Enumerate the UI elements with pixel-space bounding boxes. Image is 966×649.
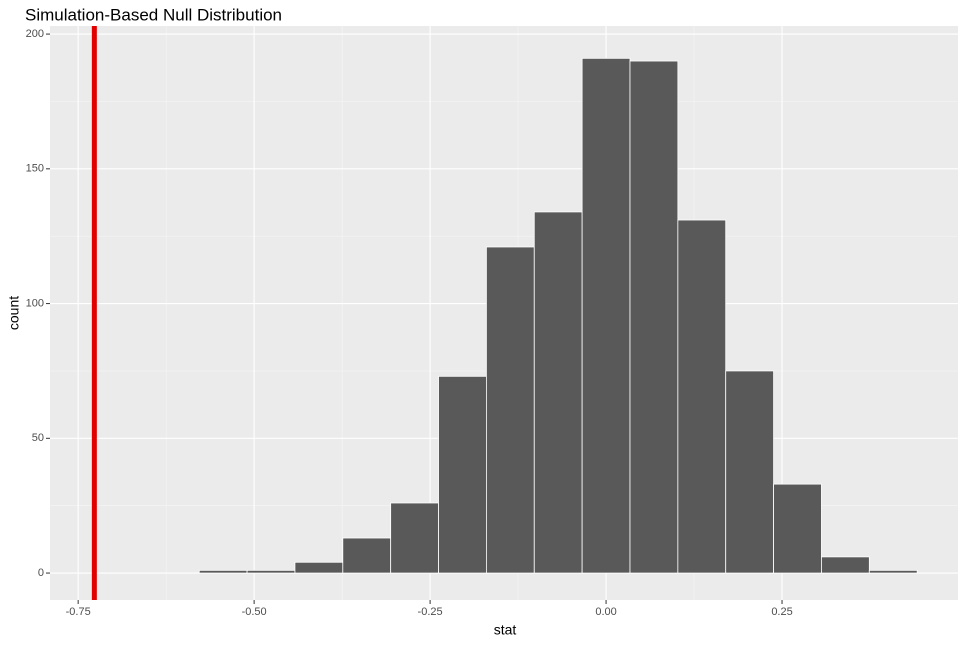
x-axis-title: stat [494,622,517,638]
y-tick-label: 100 [26,297,44,309]
bar [438,375,487,574]
x-tick-label: -0.25 [418,606,443,618]
bar [198,569,248,574]
x-tick-label: -0.50 [242,606,267,618]
bar [629,60,679,574]
bar [868,569,918,574]
y-tick-label: 200 [26,28,44,40]
bar [294,561,344,574]
y-axis-title: count [6,296,22,330]
x-tick-label: 0.00 [595,606,616,618]
y-tick-label: 0 [38,567,44,579]
x-tick-label: 0.25 [771,606,792,618]
bar [390,502,439,574]
bar [677,219,727,574]
y-tick-label: 150 [26,163,44,175]
bar [821,556,870,574]
bar [246,569,296,574]
x-tick-label: -0.75 [66,606,91,618]
bar [725,370,774,574]
bar [581,57,631,574]
y-tick-label: 50 [32,432,44,444]
chart-title: Simulation-Based Null Distribution [25,5,282,24]
bar [486,246,535,574]
bar [773,483,822,574]
bar [533,211,583,574]
bar [342,537,392,574]
